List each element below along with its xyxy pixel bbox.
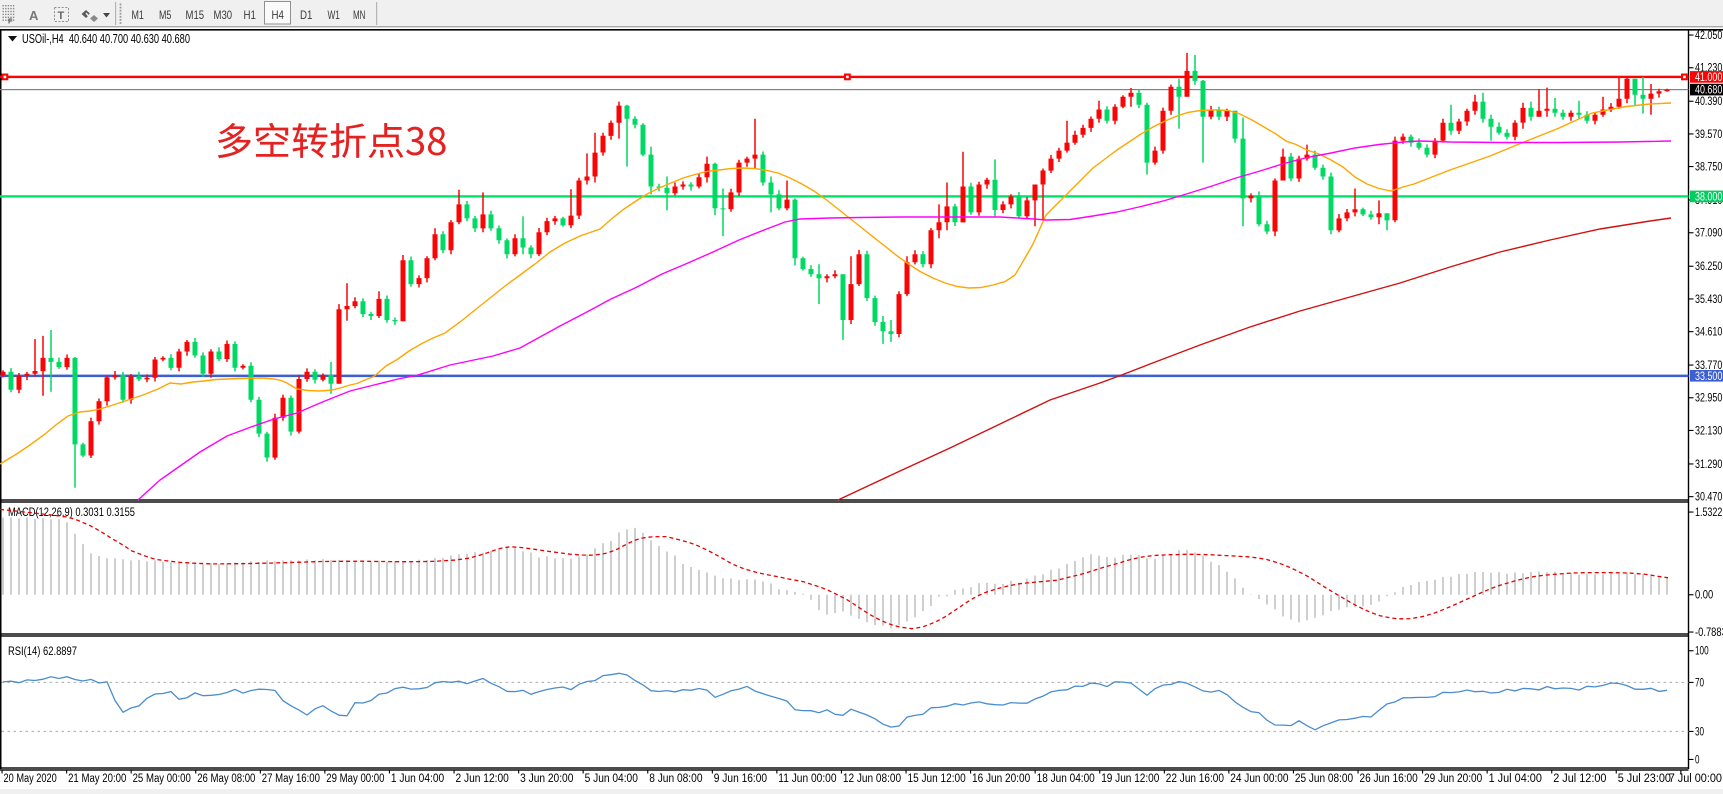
svg-text:16 Jun 20:00: 16 Jun 20:00 xyxy=(972,773,1030,785)
svg-text:F: F xyxy=(8,17,13,26)
svg-text:M5: M5 xyxy=(159,8,172,22)
svg-text:T: T xyxy=(58,10,65,22)
svg-text:39.570: 39.570 xyxy=(1695,129,1722,141)
svg-text:29 Jun 20:00: 29 Jun 20:00 xyxy=(1424,773,1482,785)
svg-text:MACD(12,26,9) 0.3031 0.3155: MACD(12,26,9) 0.3031 0.3155 xyxy=(8,507,135,519)
svg-text:RSI(14) 62.8897: RSI(14) 62.8897 xyxy=(8,646,77,658)
svg-text:M30: M30 xyxy=(214,8,233,22)
svg-text:8 Jun 08:00: 8 Jun 08:00 xyxy=(649,773,702,785)
svg-text:D1: D1 xyxy=(300,8,313,22)
svg-text:18 Jun 04:00: 18 Jun 04:00 xyxy=(1037,773,1095,785)
svg-text:19 Jun 12:00: 19 Jun 12:00 xyxy=(1101,773,1159,785)
svg-text:33.770: 33.770 xyxy=(1695,360,1722,372)
svg-text:7 Jul 00:00: 7 Jul 00:00 xyxy=(1669,773,1722,785)
svg-text:30.470: 30.470 xyxy=(1695,492,1722,504)
svg-text:38.750: 38.750 xyxy=(1695,162,1722,174)
svg-text:31.290: 31.290 xyxy=(1695,459,1722,471)
svg-text:30: 30 xyxy=(1695,726,1704,738)
svg-text:9 Jun 16:00: 9 Jun 16:00 xyxy=(714,773,767,785)
svg-text:37.090: 37.090 xyxy=(1695,228,1722,240)
svg-text:3 Jun 20:00: 3 Jun 20:00 xyxy=(520,773,573,785)
svg-text:35.430: 35.430 xyxy=(1695,294,1722,306)
svg-text:42.050: 42.050 xyxy=(1695,30,1722,42)
svg-text:21 May 20:00: 21 May 20:00 xyxy=(68,773,126,785)
svg-text:100: 100 xyxy=(1695,646,1709,658)
svg-text:0: 0 xyxy=(1695,754,1700,766)
svg-text:11 Jun 00:00: 11 Jun 00:00 xyxy=(778,773,836,785)
svg-text:1 Jul 04:00: 1 Jul 04:00 xyxy=(1489,773,1542,785)
svg-text:2 Jun 12:00: 2 Jun 12:00 xyxy=(456,773,509,785)
svg-text:12 Jun 08:00: 12 Jun 08:00 xyxy=(843,773,901,785)
svg-text:24 Jun 00:00: 24 Jun 00:00 xyxy=(1230,773,1288,785)
svg-text:32.950: 32.950 xyxy=(1695,393,1722,405)
svg-text:26 May 08:00: 26 May 08:00 xyxy=(197,773,255,785)
svg-text:26 Jun 16:00: 26 Jun 16:00 xyxy=(1360,773,1418,785)
svg-text:38.000: 38.000 xyxy=(1695,191,1722,203)
svg-text:MN: MN xyxy=(353,8,365,22)
svg-text:20 May 2020: 20 May 2020 xyxy=(4,773,57,785)
svg-text:M1: M1 xyxy=(132,8,145,22)
svg-text:70: 70 xyxy=(1695,677,1704,689)
svg-text:1.5322: 1.5322 xyxy=(1695,507,1722,519)
svg-text:40.680: 40.680 xyxy=(1695,85,1722,97)
svg-text:32.130: 32.130 xyxy=(1695,425,1722,437)
svg-text:25 Jun 08:00: 25 Jun 08:00 xyxy=(1295,773,1353,785)
svg-text:H1: H1 xyxy=(244,8,257,22)
svg-text:M15: M15 xyxy=(186,8,205,22)
svg-text:27 May 16:00: 27 May 16:00 xyxy=(262,773,320,785)
svg-text:22 Jun 16:00: 22 Jun 16:00 xyxy=(1166,773,1224,785)
svg-text:33.500: 33.500 xyxy=(1695,371,1722,383)
svg-text:36.250: 36.250 xyxy=(1695,261,1722,273)
svg-text:40.390: 40.390 xyxy=(1695,96,1722,108)
svg-text:25 May 00:00: 25 May 00:00 xyxy=(133,773,191,785)
svg-text:H4: H4 xyxy=(272,8,285,22)
svg-text:USOil-,H4 40.640 40.700 40.63: USOil-,H4 40.640 40.700 40.630 40.680 xyxy=(22,32,190,46)
svg-text:15 Jun 12:00: 15 Jun 12:00 xyxy=(908,773,966,785)
svg-text:5 Jun 04:00: 5 Jun 04:00 xyxy=(585,773,638,785)
svg-text:29 May 00:00: 29 May 00:00 xyxy=(326,773,384,785)
svg-text:1 Jun 04:00: 1 Jun 04:00 xyxy=(391,773,444,785)
svg-text:W1: W1 xyxy=(328,8,341,22)
svg-text:34.610: 34.610 xyxy=(1695,327,1722,339)
svg-text:A: A xyxy=(29,8,39,23)
svg-text:0.00: 0.00 xyxy=(1695,590,1713,602)
svg-text:41.000: 41.000 xyxy=(1695,72,1722,84)
svg-text:-0.7883: -0.7883 xyxy=(1695,627,1723,639)
svg-text:2 Jul 12:00: 2 Jul 12:00 xyxy=(1553,773,1606,785)
svg-text:5 Jul 23:00: 5 Jul 23:00 xyxy=(1618,773,1671,785)
